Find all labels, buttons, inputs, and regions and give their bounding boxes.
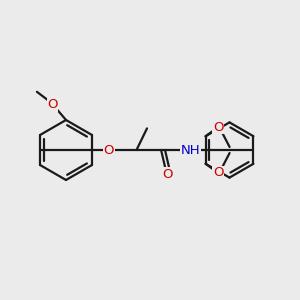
Text: O: O bbox=[213, 121, 224, 134]
Text: O: O bbox=[213, 166, 224, 179]
Text: O: O bbox=[103, 143, 114, 157]
Text: NH: NH bbox=[181, 143, 200, 157]
Text: O: O bbox=[47, 98, 58, 111]
Text: O: O bbox=[162, 167, 173, 181]
